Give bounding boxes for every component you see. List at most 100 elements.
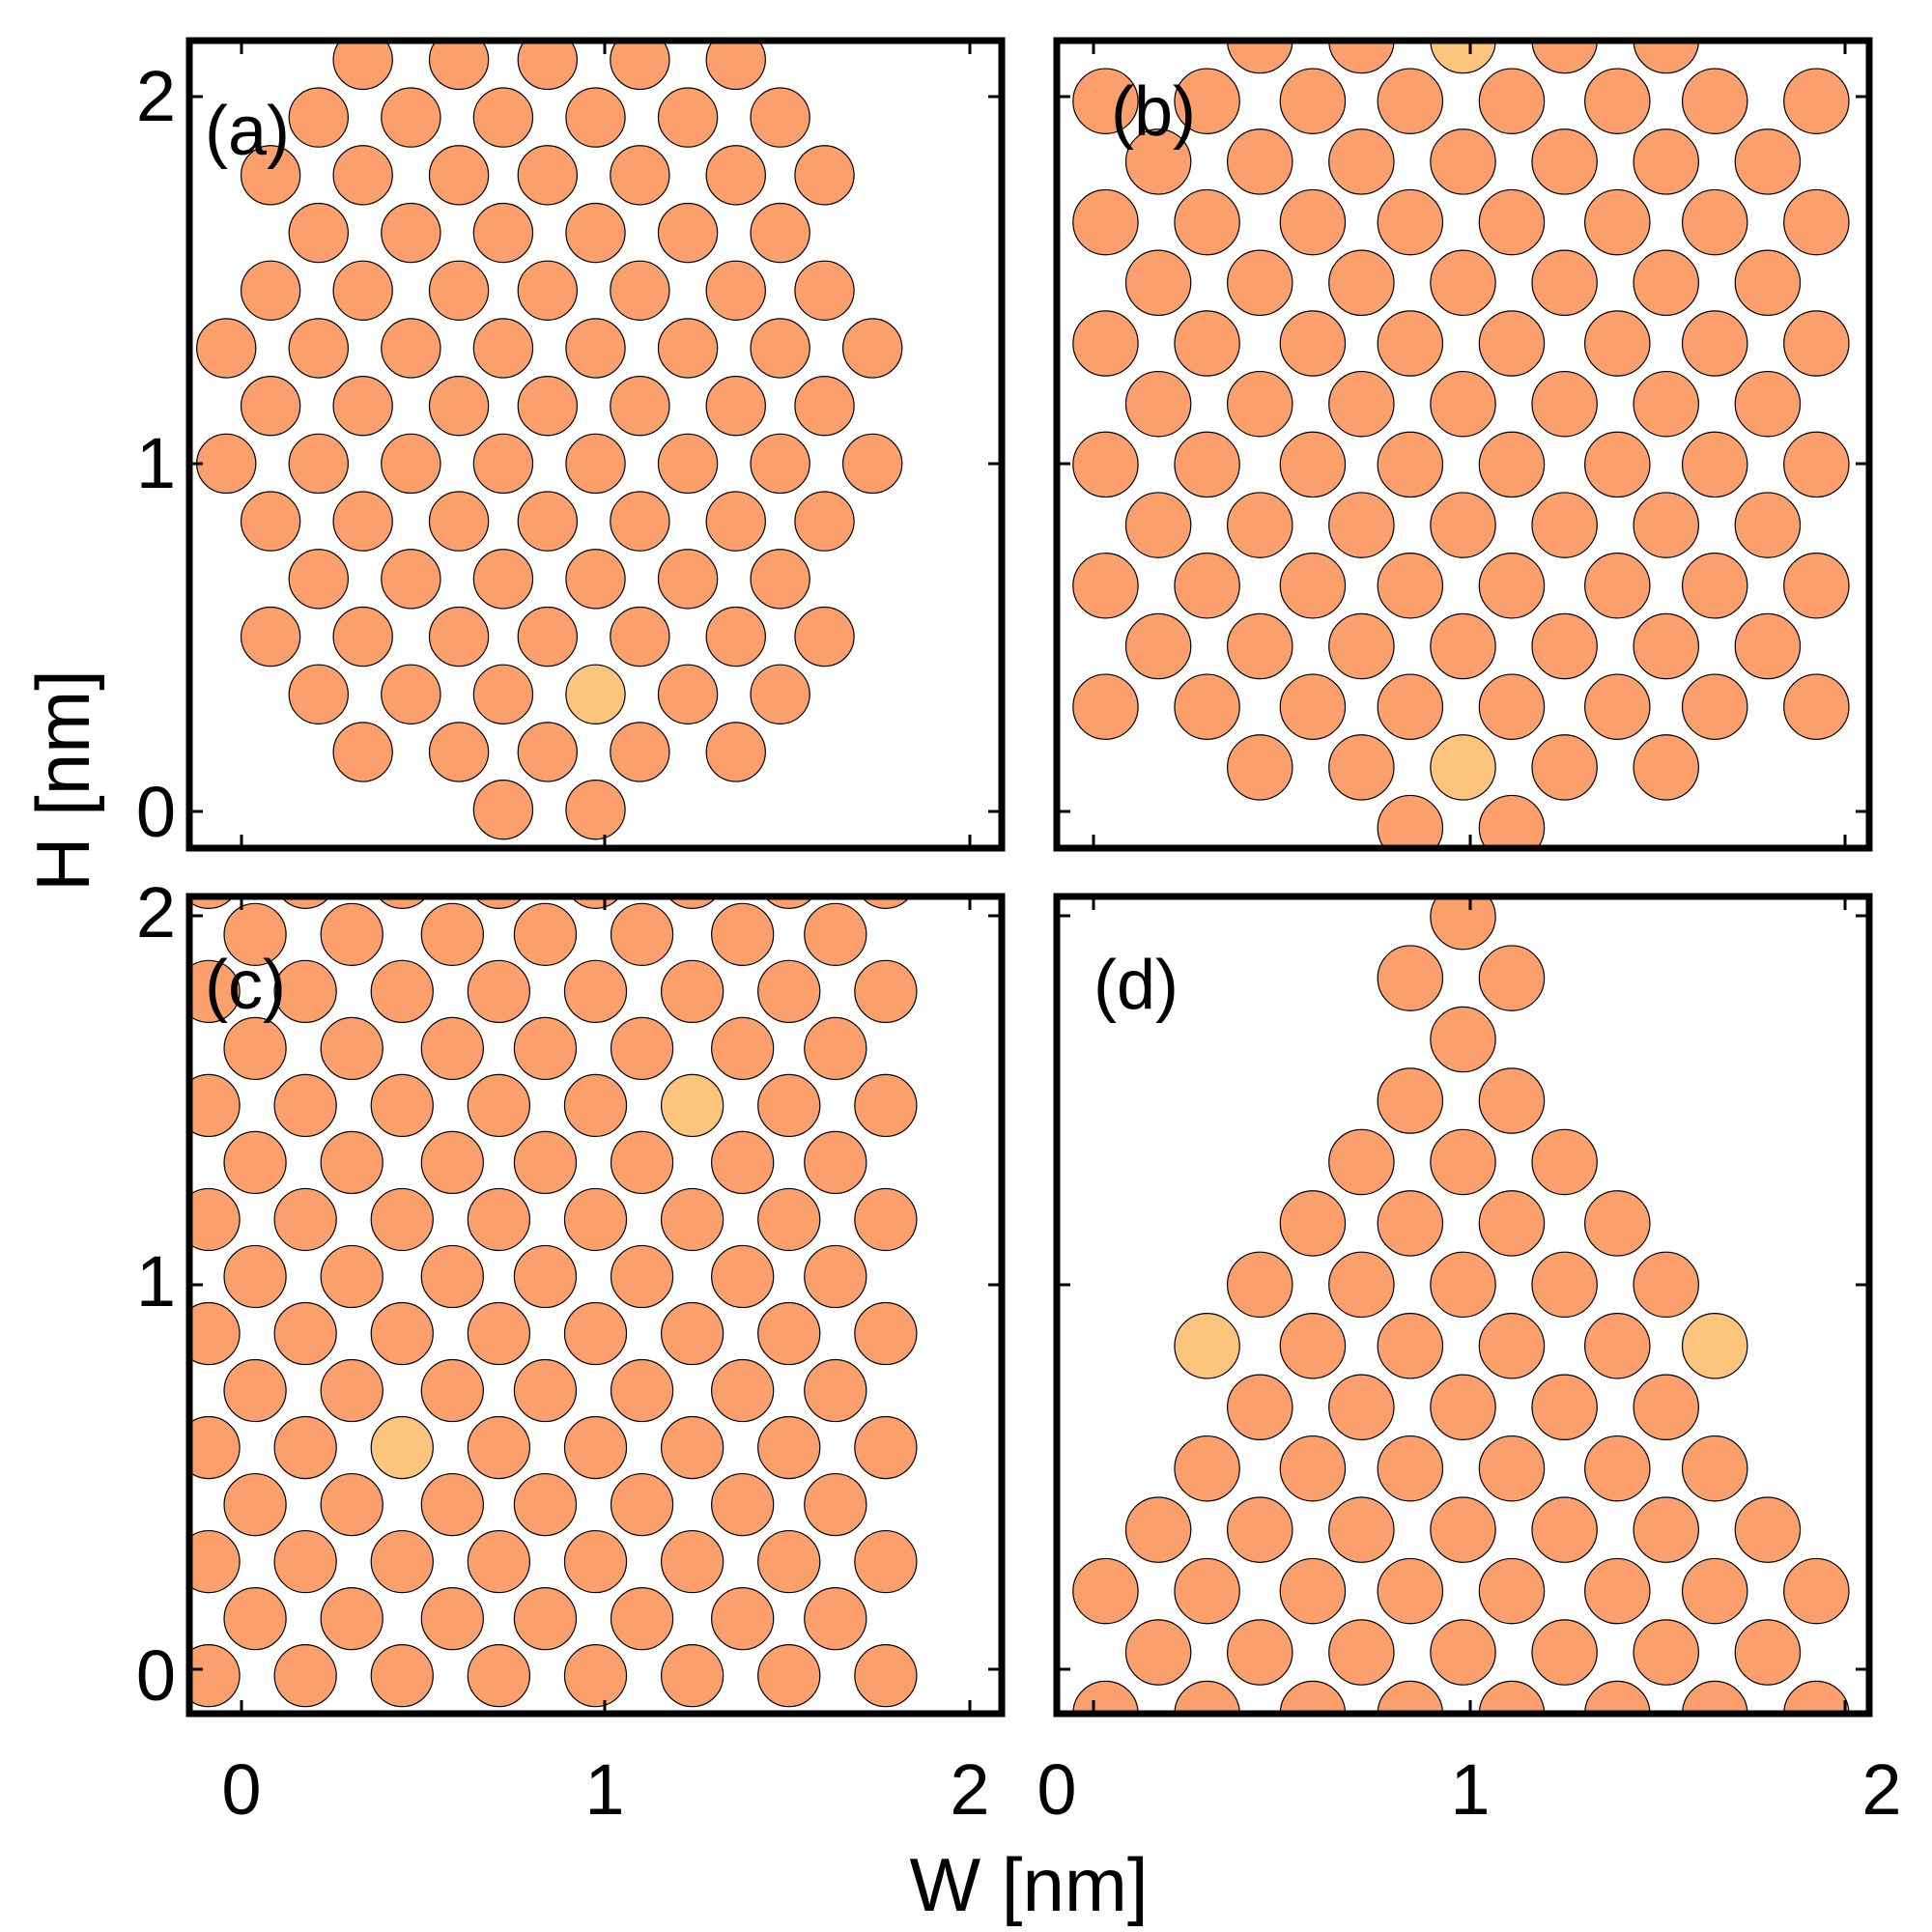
atom-1-1-3 xyxy=(1531,734,1598,801)
atom-2-4-0 xyxy=(189,1415,241,1480)
atom-3-1-0 xyxy=(1124,1619,1192,1686)
atom-3-1-6 xyxy=(1734,1619,1802,1686)
atom-0-12-3 xyxy=(565,87,626,148)
atom-2-13-5 xyxy=(711,902,775,966)
atom-0-1-0 xyxy=(332,722,393,782)
atom-1-4-6 xyxy=(1681,553,1748,619)
atom-2-8-7 xyxy=(854,1187,918,1252)
atom-2-7-0 xyxy=(223,1244,287,1309)
atom-2-5-2 xyxy=(420,1358,484,1423)
atom-1-1-1 xyxy=(1328,734,1395,801)
atom-0-8-6 xyxy=(750,318,810,379)
atom-3-9-0 xyxy=(1328,1128,1395,1196)
atom-3-3-1 xyxy=(1227,1496,1293,1563)
atom-2-2-7 xyxy=(854,1529,918,1594)
atom-2-1-5 xyxy=(711,1586,775,1651)
atom-1-2-3 xyxy=(1377,673,1444,740)
atom-2-7-4 xyxy=(610,1244,674,1309)
panel-label-b: (b) xyxy=(1111,73,1196,151)
atom-0-7-1 xyxy=(332,376,393,437)
atom-1-3-4 xyxy=(1531,612,1598,680)
atom-1-4-4 xyxy=(1478,553,1546,619)
atom-0-9-3 xyxy=(517,260,578,321)
atom-3-2-6 xyxy=(1681,1557,1748,1625)
atom-2-12-4 xyxy=(563,959,628,1024)
atom-3-3-5 xyxy=(1633,1496,1699,1563)
atom-1-12-2 xyxy=(1279,68,1347,134)
atom-2-9-1 xyxy=(320,1130,384,1195)
panel-label-a: (a) xyxy=(205,93,290,170)
atom-1-12-1 xyxy=(1174,68,1240,134)
atom-2-2-4 xyxy=(563,1529,628,1594)
atom-0-5-4 xyxy=(610,491,670,552)
atom-1-3-1 xyxy=(1227,612,1293,680)
frame-d xyxy=(1053,893,1873,1718)
atom-0-13-3 xyxy=(610,41,670,91)
atom-0-1-2 xyxy=(517,722,578,782)
atom-2-2-5 xyxy=(660,1529,724,1594)
atom-0-9-6 xyxy=(794,260,855,321)
atom-2-8-4 xyxy=(563,1187,628,1252)
atom-2-10-3 xyxy=(467,1073,531,1138)
atom-3-5-0 xyxy=(1227,1374,1293,1440)
atom-2-3-2 xyxy=(420,1472,484,1537)
atom-0-0-0 xyxy=(472,780,534,840)
atom-1-10-3 xyxy=(1377,188,1444,256)
y-tick-label-top-2: 2 xyxy=(136,56,176,136)
atom-3-10-1 xyxy=(1478,1067,1546,1134)
atom-0-4-5 xyxy=(750,549,810,610)
atom-2-6-0 xyxy=(189,1301,241,1366)
panel-d: (d) xyxy=(1053,893,1873,1718)
atom-3-1-3 xyxy=(1430,1619,1496,1686)
x-tick-label-left-1: 1 xyxy=(584,1749,624,1830)
atom-0-9-2 xyxy=(428,260,490,321)
atom-1-8-1 xyxy=(1174,310,1240,377)
atom-3-2-3 xyxy=(1377,1557,1444,1625)
atom-0-10-3 xyxy=(565,202,626,264)
y-tick-label-bottom-2: 2 xyxy=(136,872,176,952)
atom-3-6-1 xyxy=(1279,1313,1347,1379)
atom-0-12-5 xyxy=(750,87,810,148)
atom-1-7-6 xyxy=(1734,370,1802,438)
atom-1-8-5 xyxy=(1584,310,1651,377)
atom-0-11-6 xyxy=(794,145,855,206)
atom-2-0-1 xyxy=(273,1644,337,1708)
atom-0-12-1 xyxy=(381,87,441,148)
atom-0-2-5 xyxy=(750,664,810,724)
frame-a xyxy=(185,37,1006,852)
atom-1-5-0 xyxy=(1124,492,1192,558)
atom-0-3-1 xyxy=(332,606,393,668)
atom-0-8-1 xyxy=(288,318,349,379)
atom-3-3-6 xyxy=(1734,1496,1802,1563)
atom-0-11-4 xyxy=(610,145,670,206)
atom-2-7-1 xyxy=(320,1244,384,1309)
atoms-c xyxy=(189,896,918,1708)
atom-2-7-3 xyxy=(513,1244,578,1309)
atom-1-9-1 xyxy=(1227,249,1293,317)
atom-1-8-7 xyxy=(1783,310,1850,377)
atom-0-1-3 xyxy=(610,722,670,782)
atom-1-7-5 xyxy=(1633,370,1699,438)
atom-3-6-3 xyxy=(1478,1313,1546,1379)
atom-0-8-7 xyxy=(842,318,903,379)
atom-2-6-3 xyxy=(467,1301,531,1366)
atom-1-6-7 xyxy=(1783,431,1850,498)
atom-1-3-0 xyxy=(1124,612,1192,680)
atom-0-4-0 xyxy=(288,549,349,610)
atom-0-10-1 xyxy=(381,202,441,264)
atom-0-5-3 xyxy=(517,491,578,552)
atom-3-4-0 xyxy=(1174,1435,1240,1502)
atom-2-12-3 xyxy=(467,959,531,1024)
x-tick-label-left-0: 0 xyxy=(221,1749,261,1830)
atom-1-7-0 xyxy=(1124,370,1192,438)
atom-0-7-2 xyxy=(428,376,490,437)
atom-2-1-3 xyxy=(513,1586,578,1651)
frame-b xyxy=(1053,37,1873,852)
atom-1-12-0 xyxy=(1072,68,1139,134)
atom-1-14-0 xyxy=(1378,0,1442,13)
y-tick-label-top-1: 1 xyxy=(136,423,176,503)
tick-marks xyxy=(189,41,1869,1714)
atom-2-13-3 xyxy=(513,902,578,966)
atom-3-7-4 xyxy=(1633,1251,1699,1319)
atom-1-4-5 xyxy=(1584,553,1651,619)
